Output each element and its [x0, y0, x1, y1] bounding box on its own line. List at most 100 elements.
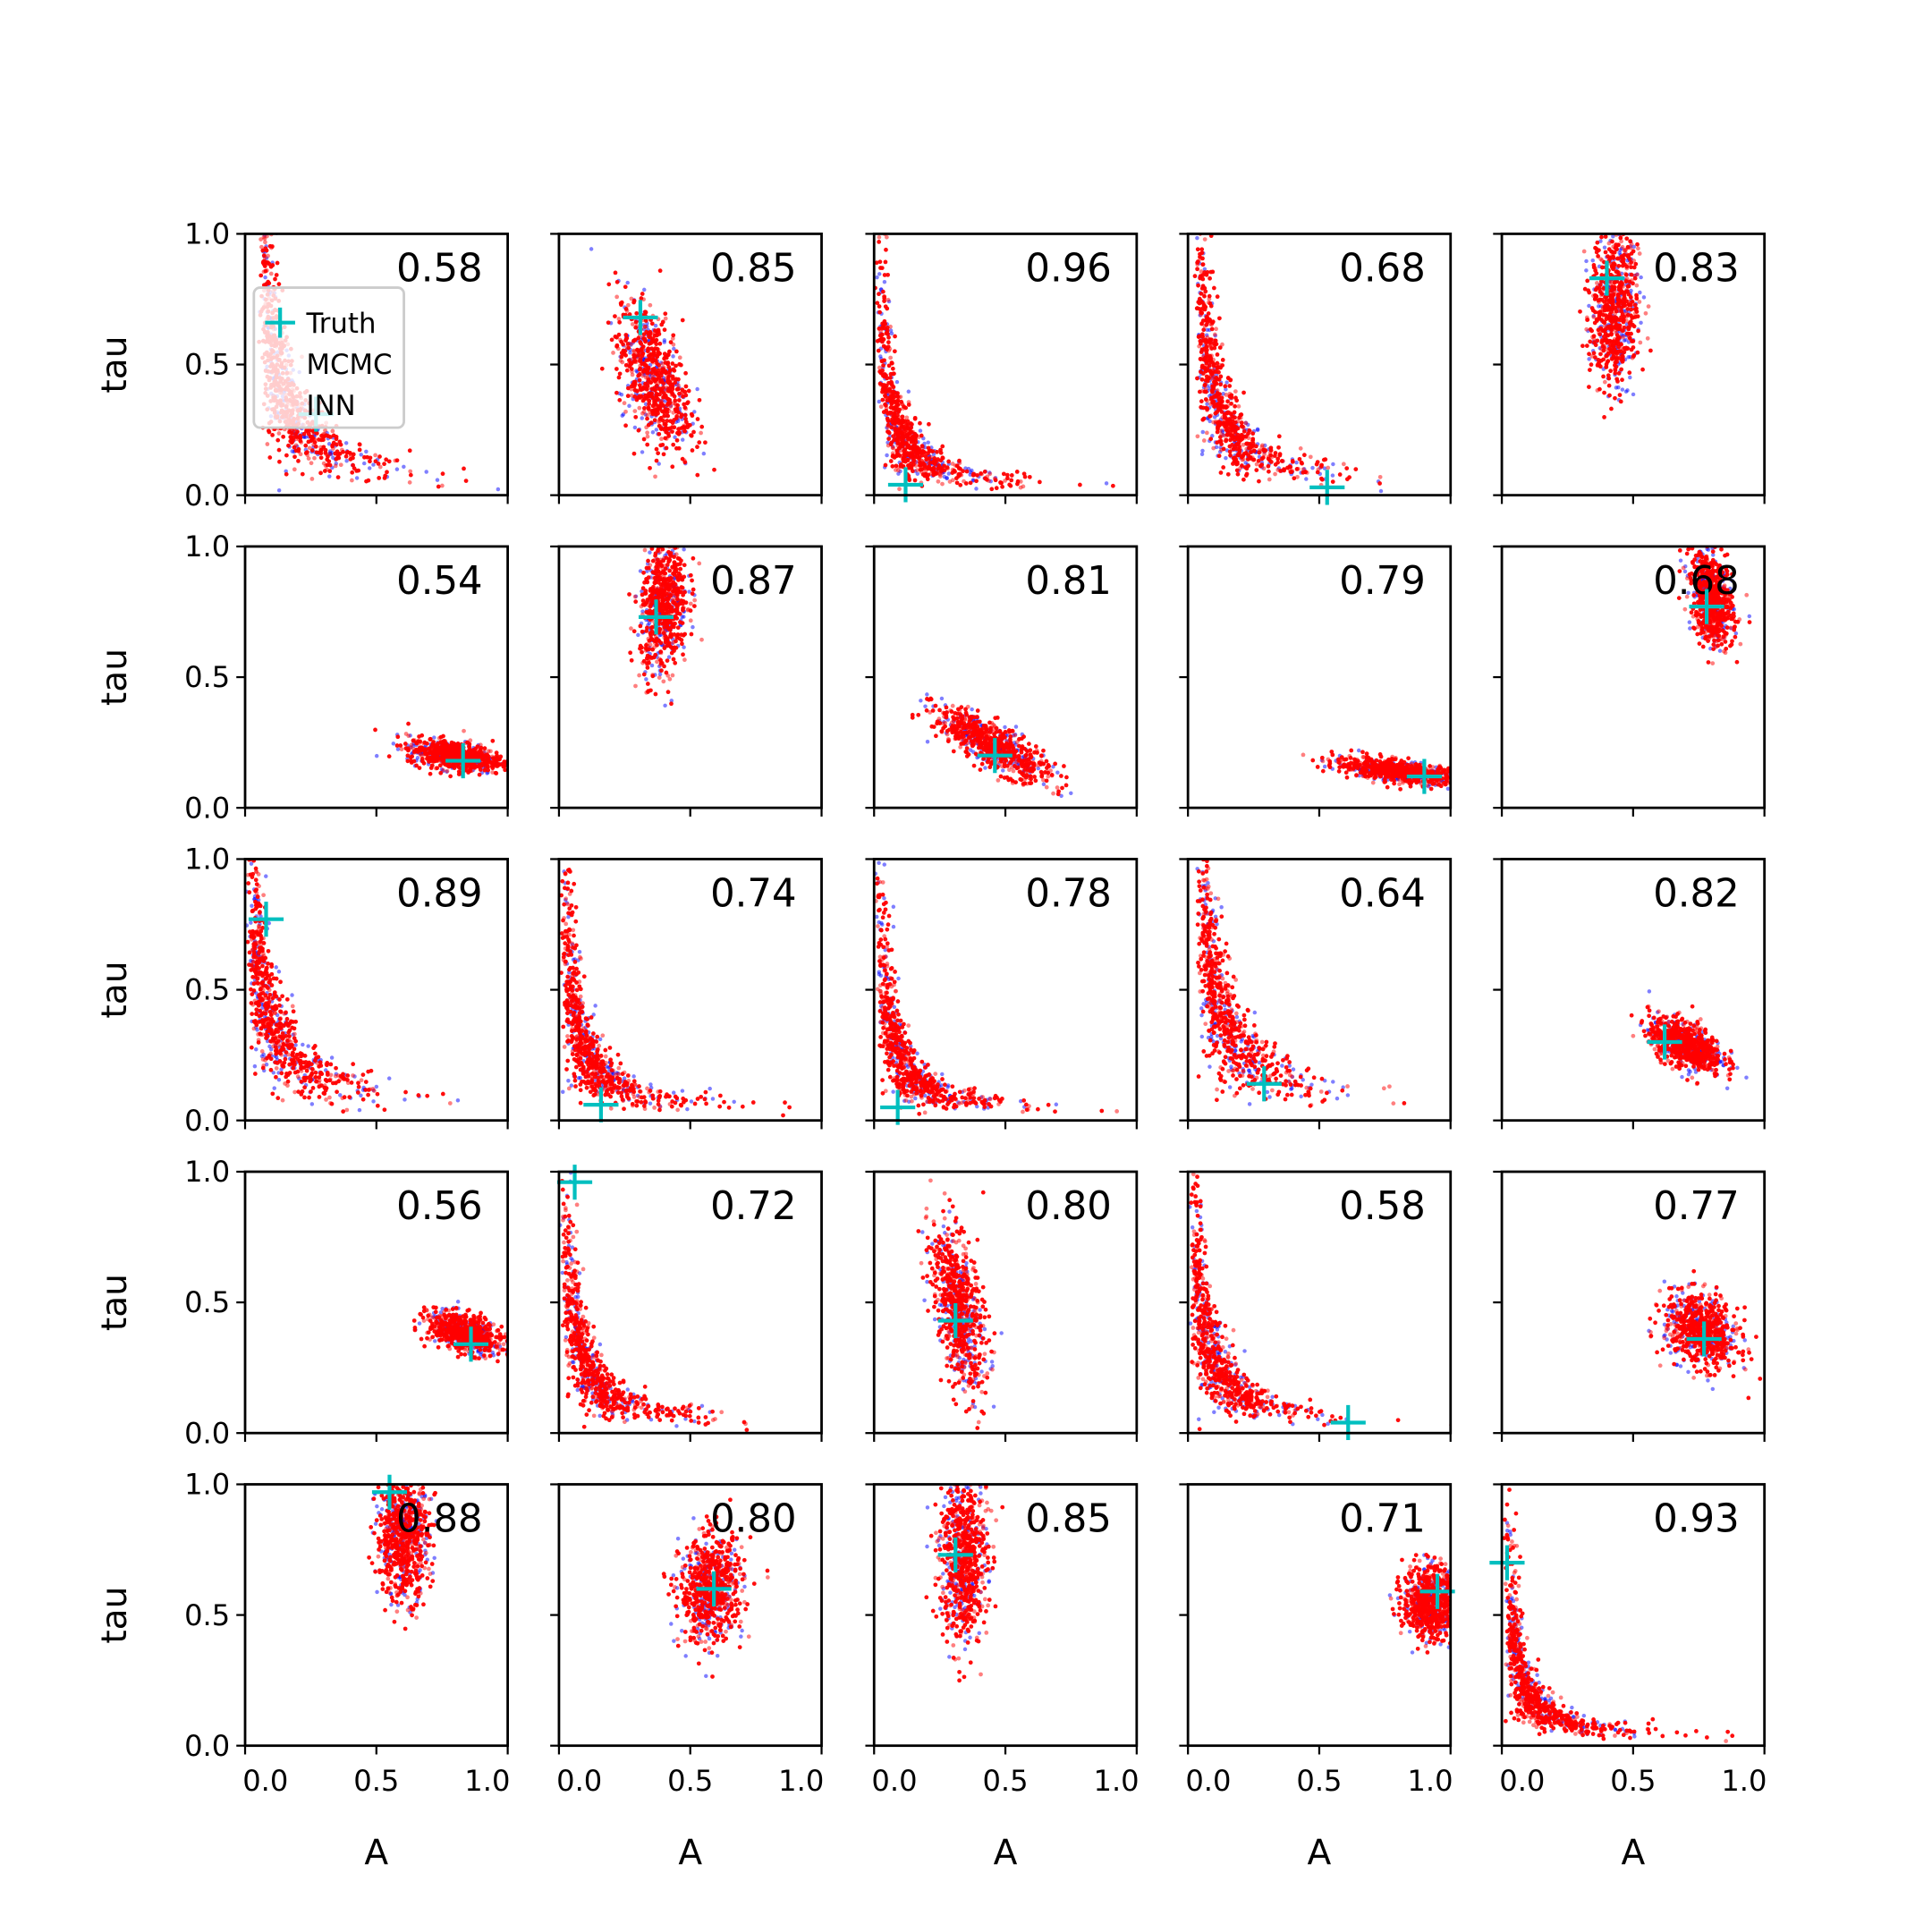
inn-point	[886, 443, 891, 448]
inn-point	[276, 282, 282, 286]
inn-point	[1250, 457, 1256, 462]
inn-point	[654, 337, 659, 343]
inn-point	[1235, 471, 1241, 477]
mcmc-point	[1623, 216, 1627, 219]
inn-point	[269, 245, 274, 250]
inn-point	[408, 469, 413, 474]
inn-point	[884, 234, 889, 240]
inn-point	[1624, 318, 1629, 323]
inn-point	[1304, 470, 1309, 475]
inn-point	[1268, 446, 1273, 452]
inn-point	[494, 750, 499, 755]
inn-point	[1229, 395, 1234, 401]
inn-point	[646, 357, 651, 362]
mcmc-point	[945, 476, 949, 481]
mcmc-point	[657, 672, 663, 677]
mcmc-point	[1210, 434, 1215, 438]
inn-point	[876, 174, 880, 178]
inn-point	[940, 455, 945, 461]
inn-point	[1634, 294, 1640, 300]
inn-point	[911, 446, 916, 451]
inn-point	[1618, 305, 1623, 310]
inn-point	[606, 282, 612, 287]
inn-point	[623, 352, 629, 358]
inn-point	[490, 770, 496, 775]
inn-point	[1201, 301, 1207, 306]
inn-point	[445, 747, 451, 752]
inn-point	[439, 740, 444, 744]
inn-point	[645, 416, 649, 421]
inn-point	[357, 447, 362, 453]
inn-point	[660, 409, 665, 414]
inn-point	[1635, 350, 1640, 355]
inn-point	[493, 755, 498, 759]
inn-point	[1217, 316, 1222, 321]
inn-point	[1609, 332, 1614, 337]
inn-point	[303, 443, 309, 448]
inn-point	[1606, 241, 1612, 246]
inn-point	[640, 350, 645, 355]
inn-point	[649, 321, 655, 326]
inn-point	[1243, 451, 1249, 455]
inn-point	[888, 371, 894, 377]
inn-point	[1326, 465, 1331, 470]
inn-point	[299, 440, 304, 445]
inn-point	[410, 754, 415, 759]
mcmc-point	[896, 471, 901, 476]
inn-point	[647, 341, 652, 346]
inn-point	[1631, 249, 1636, 254]
inn-point	[961, 469, 965, 474]
inn-point	[266, 216, 270, 220]
mcmc-point	[1623, 389, 1629, 394]
inn-point	[883, 402, 887, 407]
inn-point	[901, 406, 906, 411]
mcmc-point	[645, 569, 649, 573]
mcmc-point	[354, 476, 360, 480]
inn-point	[950, 470, 955, 476]
inn-point	[877, 259, 883, 265]
inn-point	[636, 355, 641, 360]
inn-point	[263, 210, 267, 215]
mcmc-point	[1378, 488, 1384, 494]
inn-point	[894, 449, 900, 453]
inn-point	[1244, 471, 1250, 477]
inn-point	[1606, 376, 1612, 381]
inn-point	[884, 405, 889, 411]
mcmc-point	[364, 449, 369, 454]
inn-point	[661, 452, 666, 457]
inn-point	[877, 240, 882, 244]
inn-point	[267, 199, 272, 203]
mcmc-point	[344, 459, 349, 463]
inn-point	[1630, 322, 1635, 327]
inn-point	[314, 450, 319, 455]
mcmc-point	[1322, 466, 1327, 470]
inn-point	[298, 452, 303, 457]
inn-point	[1316, 467, 1321, 472]
inn-point	[1261, 466, 1267, 471]
inn-point	[896, 464, 901, 470]
inn-point	[693, 497, 698, 502]
inn-point	[330, 428, 335, 434]
inn-point	[1197, 207, 1201, 211]
inn-point	[669, 393, 674, 397]
inn-point	[680, 390, 685, 395]
inn-point	[1238, 466, 1242, 470]
inn-point	[962, 479, 966, 484]
inn-point	[712, 467, 716, 472]
inn-point	[639, 393, 643, 398]
inn-point	[1611, 202, 1615, 207]
inn-point	[1377, 474, 1383, 479]
inn-point	[695, 417, 700, 421]
inn-point	[1589, 362, 1594, 368]
inn-point	[901, 428, 906, 434]
mcmc-point	[361, 461, 367, 466]
mcmc-point	[1200, 130, 1204, 133]
inn-point	[1235, 419, 1241, 424]
inn-point	[1241, 442, 1246, 447]
inn-point	[1589, 306, 1595, 310]
inn-point	[1210, 269, 1216, 275]
inn-point	[358, 442, 362, 447]
inn-point	[1213, 420, 1218, 426]
inn-point	[659, 399, 664, 404]
inn-point	[1225, 399, 1230, 404]
